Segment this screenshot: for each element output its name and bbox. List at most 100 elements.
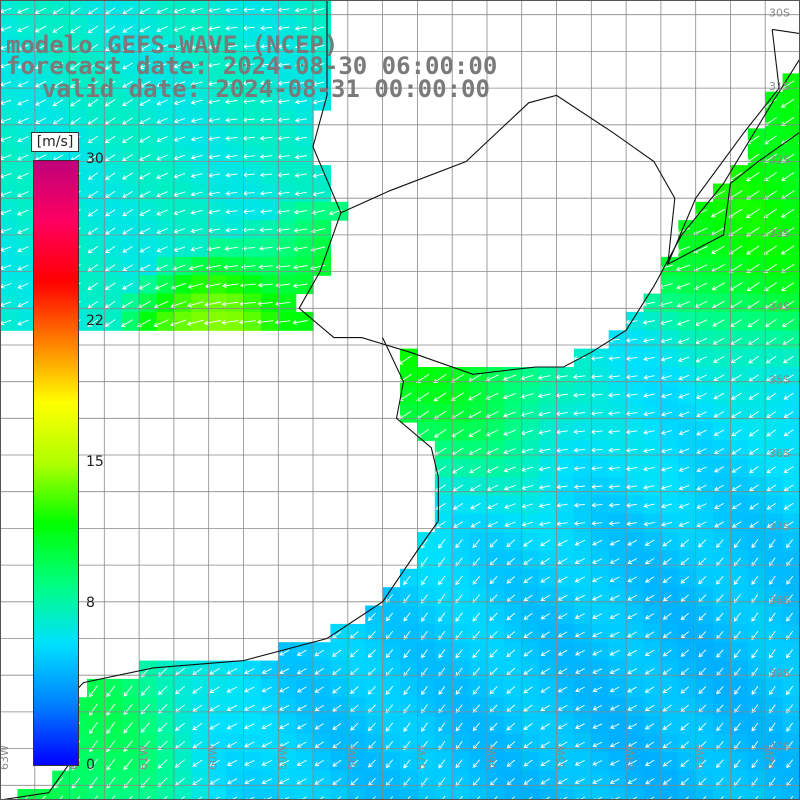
wind-arrow [783,411,794,418]
wind-arrow [490,796,498,800]
wind-arrow [733,722,741,732]
wind-cell [208,789,227,800]
wind-arrow [106,721,116,735]
wind-arrow [523,612,533,620]
wind-arrow [592,760,603,766]
wind-arrow [88,685,98,698]
lon-label: 55W [555,745,568,770]
wind-arrow [190,209,203,215]
wind-arrow [763,282,777,292]
wind-arrow [433,410,447,420]
wind-arrow [660,411,673,417]
wind-arrow [680,686,689,694]
wind-arrow [780,227,795,237]
wind-arrow [156,191,168,198]
wind-cell [434,513,453,533]
wind-arrow [716,686,724,695]
wind-cell [730,789,749,800]
wind-arrow [676,301,690,308]
wind-arrow [244,778,255,785]
wind-arrow [716,649,724,658]
wind-arrow [123,758,133,771]
wind-arrow [540,594,551,601]
wind-arrow [675,227,691,235]
wind-arrow [87,44,99,52]
wind-arrow [786,759,794,769]
wind-arrow [573,502,586,508]
wind-arrow [754,796,759,800]
wind-arrow [710,208,726,218]
wind-arrow [733,539,741,549]
wind-arrow [70,25,81,33]
wind-arrow [87,99,99,107]
wind-arrow [350,759,359,768]
wind-arrow [751,759,759,769]
wind-arrow [435,521,446,529]
wind-arrow [751,612,759,622]
wind-arrow [489,612,498,622]
wind-cell [487,789,505,800]
wind-arrow [156,7,168,14]
wind-arrow [314,723,324,730]
wind-arrow [139,7,151,15]
wind-arrow [506,777,515,786]
wind-arrow [783,429,794,437]
wind-arrow [190,44,203,50]
wind-arrow [294,7,308,13]
wind-arrow [662,723,672,730]
wind-arrow [452,502,464,510]
wind-arrow [557,576,568,583]
wind-cell [434,477,453,496]
wind-arrow [574,539,586,546]
wind-arrow [69,62,81,70]
wind-arrow [716,722,724,732]
wind-arrow [351,796,359,800]
wind-arrow [733,649,741,659]
wind-cell [678,789,697,800]
wind-arrow [489,686,498,695]
wind-arrow [660,393,673,399]
wind-arrow [106,685,116,698]
wind-arrow [41,795,46,800]
wind-cell [469,477,488,496]
wind-arrow [259,99,273,104]
wind-arrow [680,612,689,621]
wind-cell [191,789,210,800]
wind-arrow [438,539,446,549]
wind-arrow [748,429,759,437]
wind-cell [695,660,714,680]
wind-arrow [139,80,151,88]
wind-arrow [609,631,620,638]
wind-arrow [190,26,203,32]
wind-arrow [625,356,638,362]
wind-cell [521,789,540,800]
wind-arrow [294,172,308,178]
wind-arrow [503,484,516,491]
wind-arrow [537,393,551,399]
wind-arrow [676,282,691,290]
wind-arrow [645,778,655,785]
wind-arrow [104,319,116,327]
wind-arrow [222,283,239,289]
wind-arrow [226,668,238,675]
wind-arrow [120,319,134,327]
wind-cell [87,256,105,276]
wind-arrow [502,374,517,381]
wind-arrow [296,649,307,656]
wind-arrow [140,685,151,696]
wind-arrow [17,246,29,253]
wind-cell [626,789,645,800]
wind-arrow [455,722,463,732]
wind-arrow [716,759,724,769]
wind-arrow [751,722,759,732]
wind-arrow [506,722,516,731]
wind-cell [330,789,349,800]
wind-arrow [713,374,725,382]
wind-arrow [87,245,99,254]
wind-cell [243,789,262,800]
wind-arrow [557,649,568,656]
wind-arrow [257,282,273,288]
wind-arrow [310,228,325,234]
wind-arrow [209,668,220,675]
wind-arrow [122,62,133,70]
